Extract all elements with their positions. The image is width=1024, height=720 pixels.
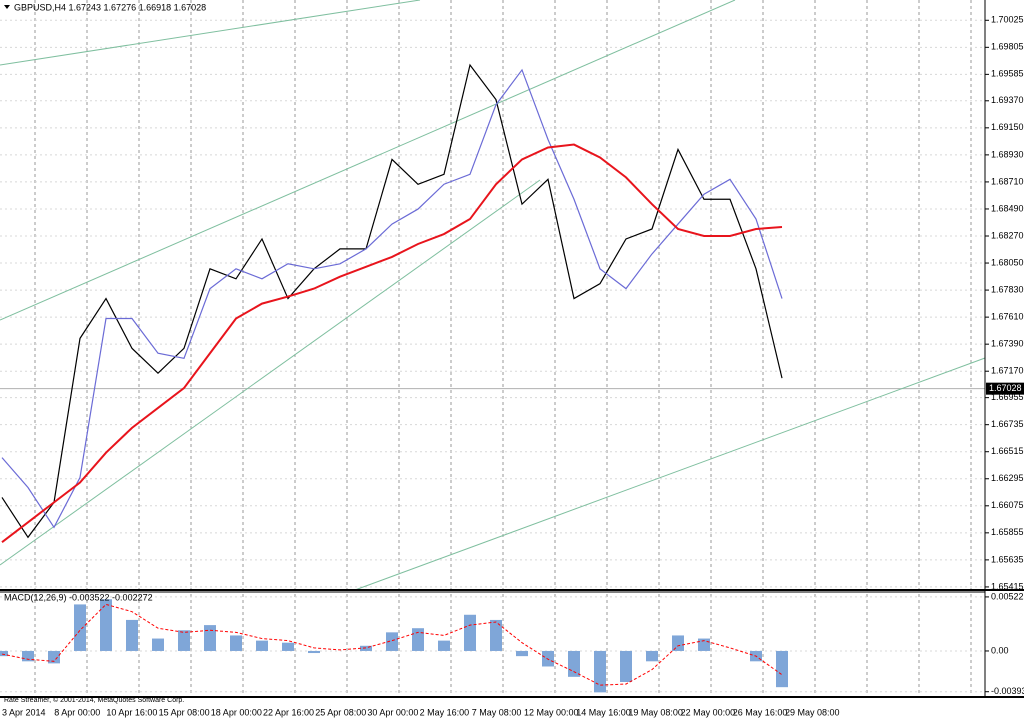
histogram-bar: [256, 640, 268, 651]
chart-title: GBPUSD,H4 1.67243 1.67276 1.66918 1.6702…: [14, 2, 206, 12]
x-tick-label: 10 Apr 16:00: [106, 707, 157, 717]
histogram-bar: [308, 650, 320, 654]
x-tick-label: 30 Apr 00:00: [367, 707, 418, 717]
y-tick-label: 1.69585: [991, 69, 1024, 79]
x-tick-label: 22 Apr 16:00: [263, 707, 314, 717]
histogram-bar: [48, 650, 60, 664]
y-tick-label: 1.68710: [991, 176, 1024, 186]
x-tick-label: 25 Apr 08:00: [315, 707, 366, 717]
histogram-bar: [22, 650, 34, 662]
x-tick-label: 18 Apr 00:00: [211, 707, 262, 717]
histogram-bar: [230, 635, 242, 651]
channel-line: [0, 179, 541, 566]
y-tick-label: -0.003938: [991, 686, 1024, 696]
histogram-bar: [776, 650, 788, 688]
y-tick-label: 1.66955: [991, 392, 1024, 402]
x-tick-label: 15 Apr 08:00: [159, 707, 210, 717]
series-line: [1, 68, 783, 529]
plot: [0, 63, 788, 693]
y-tick-label: 1.69150: [991, 122, 1024, 132]
x-tick-label: 2 May 16:00: [420, 707, 470, 717]
trendlines: [0, 0, 986, 591]
dropdown-icon: [4, 5, 10, 9]
y-tick-label: 1.67170: [991, 366, 1024, 376]
histogram-bar: [360, 645, 372, 651]
histogram-bar: [282, 642, 294, 651]
y-tick-label: 1.67830: [991, 284, 1024, 294]
channel-line: [354, 357, 986, 591]
signal-line: [1, 603, 783, 686]
x-tick-label: 7 May 08:00: [472, 707, 522, 717]
histogram-bar: [620, 650, 632, 682]
y-tick-label: 1.66295: [991, 473, 1024, 483]
x-tick-label: 8 Apr 00:00: [54, 707, 100, 717]
y-tick-label: 1.70025: [991, 15, 1024, 25]
histogram-bar: [646, 650, 658, 662]
histogram-bar: [178, 630, 190, 651]
y-tick-label: 1.65415: [991, 581, 1024, 591]
histogram-bar: [438, 640, 450, 651]
grid: [0, 0, 985, 697]
last-price-box: [986, 382, 1024, 395]
footer: Rate Streamer, © 2001-2014, MetaQuotes S…: [4, 696, 184, 704]
y-tick-label: 1.68270: [991, 230, 1024, 240]
histogram-bar: [126, 619, 138, 651]
histogram-bar: [464, 614, 476, 651]
histogram-bar: [516, 650, 528, 657]
series-line: [1, 143, 783, 543]
x-tick-label: 3 Apr 2014: [2, 707, 46, 717]
last-price-label: 1.67028: [989, 383, 1022, 393]
histogram-bar: [594, 650, 606, 693]
y-tick-label: 0.005225: [991, 591, 1024, 601]
histogram-bar: [672, 635, 684, 651]
y-tick-label: 1.67610: [991, 312, 1024, 322]
histogram-bar: [100, 599, 112, 651]
x-tick-label: 29 May 08:00: [785, 707, 840, 717]
histogram-bar: [568, 650, 580, 677]
histogram-bar: [74, 604, 86, 651]
y-tick-label: 1.66515: [991, 446, 1024, 456]
channel-line: [0, 0, 421, 66]
histogram-bar: [152, 638, 164, 651]
x-tick-label: 12 May 00:00: [524, 707, 579, 717]
x-tick-label: 14 May 16:00: [576, 707, 631, 717]
x-tick-label: 19 May 08:00: [628, 707, 683, 717]
y-tick-label: 1.68930: [991, 149, 1024, 159]
series-line: [1, 63, 783, 539]
y-tick-label: 1.67390: [991, 339, 1024, 349]
histogram-bar: [412, 628, 424, 651]
x-tick-label: 26 May 16:00: [733, 707, 788, 717]
histogram-bar: [0, 650, 8, 657]
histogram-bar: [490, 619, 502, 651]
y-tick-label: 1.69805: [991, 42, 1024, 52]
y-tick-label: 1.66075: [991, 500, 1024, 510]
y-tick-label: 1.68050: [991, 257, 1024, 267]
y-tick-label: 1.65855: [991, 527, 1024, 537]
y-tick-label: 0.00: [991, 645, 1009, 655]
y-tick-label: 1.66735: [991, 419, 1024, 429]
channel-line: [0, 0, 736, 321]
y-tick-label: 1.65635: [991, 554, 1024, 564]
macd-title: MACD(12,26,9) -0.003522 -0.002272: [4, 592, 153, 602]
histogram-bar: [386, 632, 398, 651]
x-tick-label: 22 May 00:00: [681, 707, 736, 717]
histogram-bar: [204, 625, 216, 651]
y-tick-label: 1.69370: [991, 95, 1024, 105]
y-tick-label: 1.68490: [991, 203, 1024, 213]
